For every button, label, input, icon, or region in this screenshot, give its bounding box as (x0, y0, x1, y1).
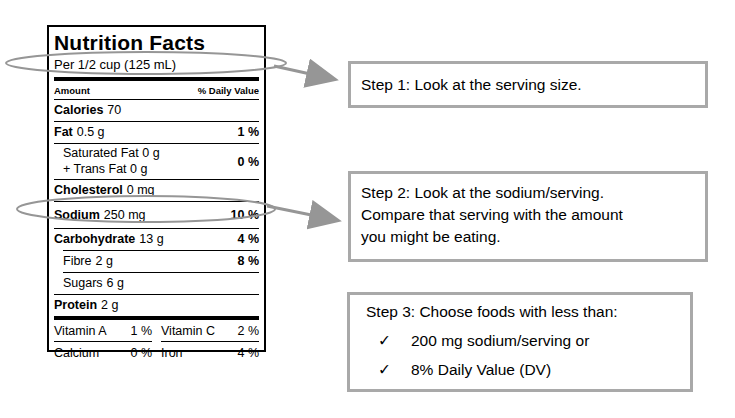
row-protein: Protein 2 g (53, 295, 260, 316)
nutrient-name: Saturated Fat 0 g (63, 146, 160, 160)
nutrient-name: + Trans Fat 0 g (63, 162, 147, 176)
nutrition-facts-label: Nutrition Facts Per 1/2 cup (125 mL) Amo… (47, 25, 266, 352)
arrow-to-step1 (274, 66, 333, 79)
column-header-row: Amount % Daily Value (53, 81, 260, 99)
nutrient-name: Fibre (63, 254, 91, 269)
daily-value: 1 % (237, 125, 259, 140)
daily-value: 8 % (237, 254, 259, 269)
nutrient-name: Carbohydrate (54, 232, 135, 247)
nutrient-name: Cholesterol (54, 183, 123, 198)
step3-bullet-2: ✓ 8% Daily Value (DV) (366, 359, 682, 381)
label-title: Nutrition Facts (53, 28, 260, 56)
nutrient-name: Vitamin A (54, 324, 107, 338)
step2-text-line3: you might be eating. (361, 226, 697, 248)
nutrient-name: Sodium (54, 208, 100, 223)
nutrient-amount: 2 g (95, 254, 112, 269)
nutrient-name: Sugars (63, 276, 103, 291)
nutrient-amount: 2 g (101, 298, 118, 313)
column-header-daily-value: % Daily Value (198, 85, 259, 96)
step2-text-line1: Step 2: Look at the sodium/serving. (361, 182, 697, 204)
row-fibre: Fibre 2 g 8 % (53, 251, 260, 272)
nutrient-amount: 0.5 g (77, 125, 105, 140)
daily-value: 1 % (130, 324, 152, 338)
column-header-amount: Amount (54, 85, 90, 96)
daily-value: 0 % (237, 155, 259, 169)
step1-box: Step 1: Look at the serving size. (348, 61, 708, 108)
nutrient-name: Calories (54, 103, 103, 118)
step1-text: Step 1: Look at the serving size. (361, 74, 582, 96)
daily-value: 10 % (231, 208, 260, 223)
checkmark-icon: ✓ (378, 359, 394, 381)
nutrient-name: Protein (54, 298, 97, 313)
cell-calcium: Calcium 0 % (54, 342, 152, 363)
step2-text-line2: Compare that serving with the amount (361, 204, 697, 226)
step3-bullet-2-text: 8% Daily Value (DV) (411, 359, 551, 381)
row-carbohydrate: Carbohydrate 13 g 4 % (53, 229, 260, 250)
nutrient-amount: 250 mg (104, 208, 146, 223)
nutrient-name: Fat (54, 125, 73, 140)
serving-size-text: Per 1/2 cup (125 mL) (53, 56, 260, 77)
nutrient-name: Iron (161, 346, 183, 360)
step2-box: Step 2: Look at the sodium/serving. Comp… (348, 171, 708, 262)
cell-vitamin-c: Vitamin C 2 % (161, 320, 259, 342)
row-saturated-trans-fat: Saturated Fat 0 g + Trans Fat 0 g 0 % (53, 144, 260, 179)
daily-value: 4 % (237, 232, 259, 247)
nutrient-name: Vitamin C (161, 324, 215, 338)
step3-bullet-1-text: 200 mg sodium/serving or (411, 330, 589, 352)
row-calories: Calories 70 (53, 100, 260, 121)
nutrient-amount: 0 mg (127, 183, 155, 198)
row-sugars: Sugars 6 g (53, 273, 260, 294)
micronutrients-grid: Vitamin A 1 % Vitamin C 2 % Calcium 0 % … (54, 320, 259, 363)
step3-title: Step 3: Choose foods with less than: (366, 301, 682, 323)
cell-iron: Iron 4 % (161, 342, 259, 363)
row-cholesterol: Cholesterol 0 mg (53, 180, 260, 201)
nutrient-amount: 6 g (107, 276, 124, 291)
nutrient-name: Calcium (54, 346, 99, 360)
step3-bullet-1: ✓ 200 mg sodium/serving or (366, 330, 682, 352)
row-sodium: Sodium 250 mg 10 % (53, 202, 260, 228)
nutrient-amount: 70 (107, 103, 121, 118)
daily-value: 0 % (130, 346, 152, 360)
daily-value: 4 % (237, 346, 259, 360)
daily-value: 2 % (237, 324, 259, 338)
cell-vitamin-a: Vitamin A 1 % (54, 320, 152, 342)
checkmark-icon: ✓ (378, 330, 394, 352)
arrow-to-step2 (267, 206, 336, 220)
nutrient-amount: 13 g (139, 232, 163, 247)
step3-box: Step 3: Choose foods with less than: ✓ 2… (347, 292, 693, 392)
row-fat: Fat 0.5 g 1 % (53, 122, 260, 143)
